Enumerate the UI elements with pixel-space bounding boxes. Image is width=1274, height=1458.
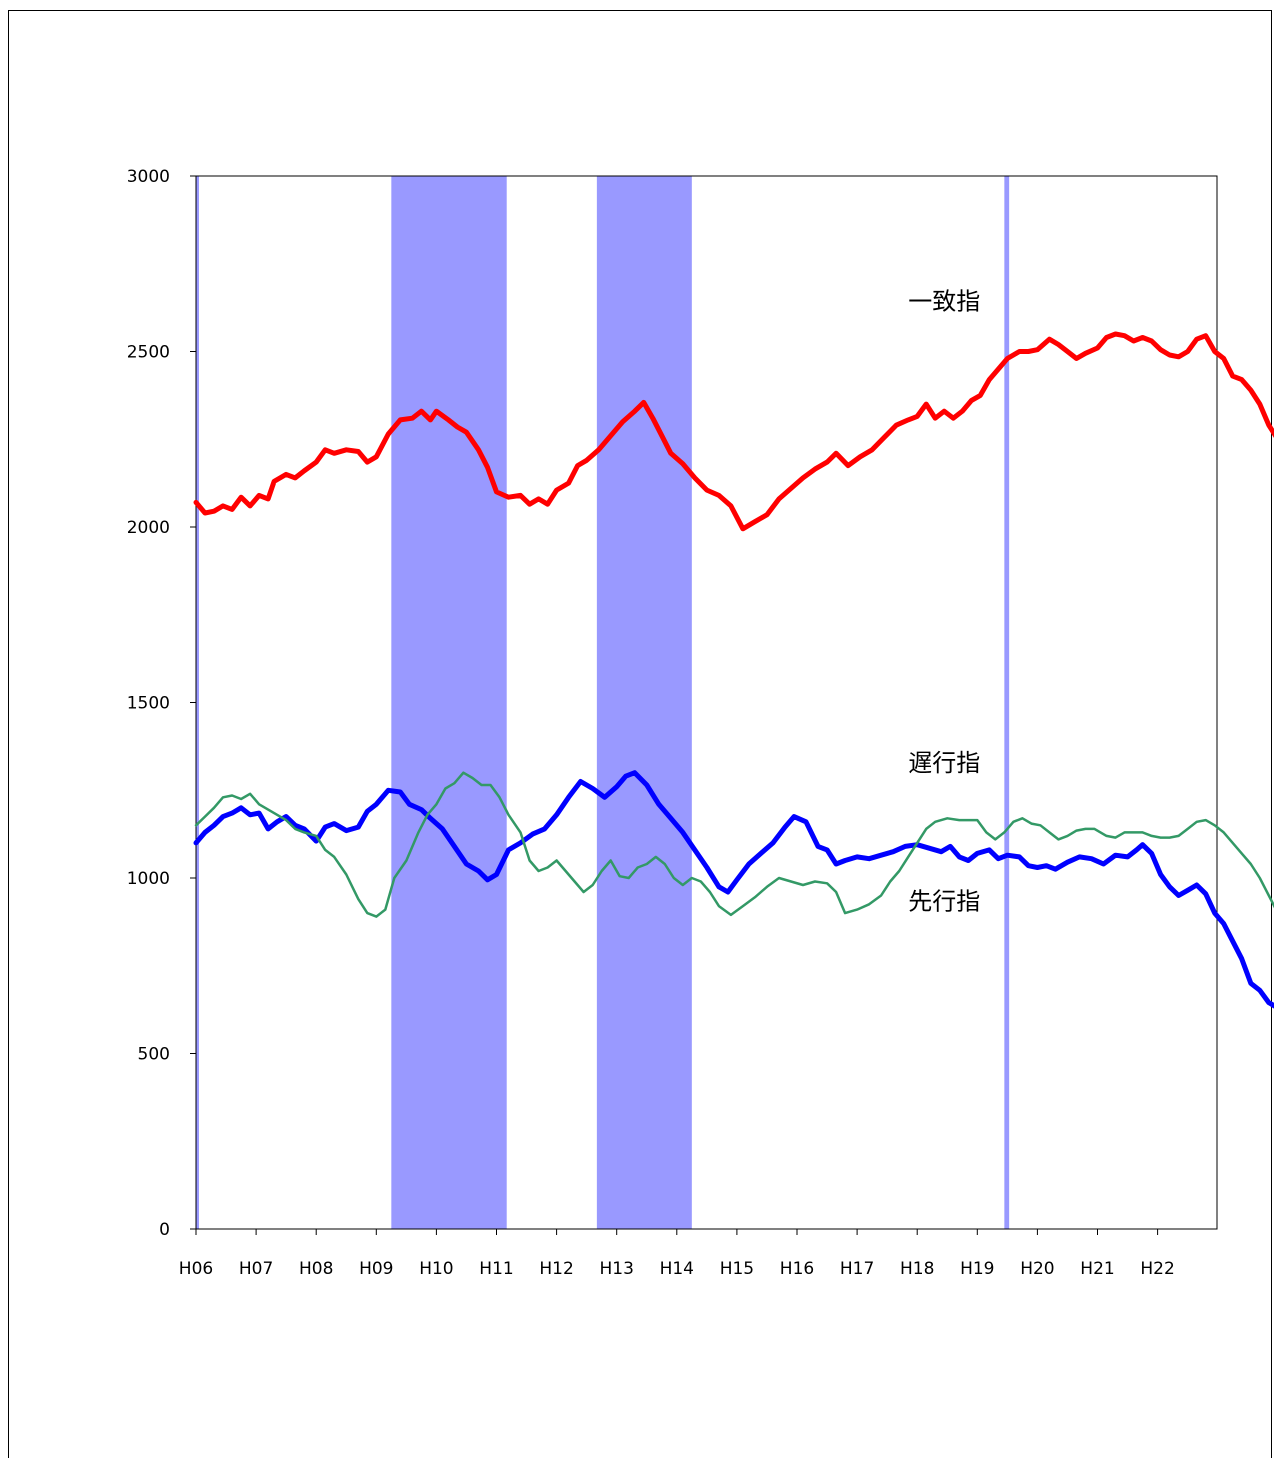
x-tick-label: H17: [840, 1259, 874, 1279]
x-tick-label: H13: [599, 1259, 633, 1279]
y-axis-ticks: 0 500 1000 1500 2000 2500 3000: [127, 167, 196, 1240]
x-tick-label: H15: [720, 1259, 754, 1279]
series-line-3: [194, 771, 1274, 918]
x-tick-label: H06: [179, 1259, 213, 1279]
x-tick-label: H16: [780, 1259, 814, 1279]
x-axis-ticks: H06 H07 H08 H09 H10 H11 H12 H13 H14 H15 H16 H17 H18 H…: [179, 1229, 1175, 1279]
x-tick-label: H12: [539, 1259, 573, 1279]
axes: [195, 175, 1218, 1230]
shaded-period-2: [391, 176, 507, 1229]
x-tick-label: H18: [900, 1259, 934, 1279]
x-tick-label: H22: [1140, 1259, 1174, 1279]
series-label-3: 遅行指: [908, 749, 980, 777]
x-tick-label: H20: [1020, 1259, 1054, 1279]
series-lines: [193, 331, 1274, 1009]
x-tick-label: H21: [1080, 1259, 1114, 1279]
shaded-period-1: [196, 176, 200, 1229]
series-line-1: [193, 331, 1274, 532]
x-tick-label: H14: [660, 1259, 694, 1279]
plot-area-border: [195, 175, 1218, 1230]
series-label-1: 一致指: [908, 287, 980, 315]
series-label-2: 先行指: [908, 888, 980, 916]
y-tick-label: 500: [138, 1045, 170, 1065]
shaded-period-3: [596, 176, 692, 1229]
chart-frame: [8, 10, 1272, 1458]
x-tick-label: H09: [359, 1259, 393, 1279]
series-line-2: [193, 770, 1274, 1009]
x-tick-label: H11: [479, 1259, 513, 1279]
shaded-period-4: [1004, 176, 1010, 1229]
y-tick-label: 2000: [127, 518, 170, 538]
x-tick-label: H10: [419, 1259, 453, 1279]
y-tick-label: 1000: [127, 869, 170, 889]
x-tick-label: H07: [239, 1259, 273, 1279]
y-tick-label: 0: [159, 1220, 170, 1240]
recession-shading: [196, 176, 1010, 1229]
y-tick-label: 3000: [127, 167, 170, 187]
x-tick-label: H19: [960, 1259, 994, 1279]
y-tick-label: 2500: [127, 343, 170, 363]
x-tick-label: H08: [299, 1259, 333, 1279]
y-tick-label: 1500: [127, 694, 170, 714]
